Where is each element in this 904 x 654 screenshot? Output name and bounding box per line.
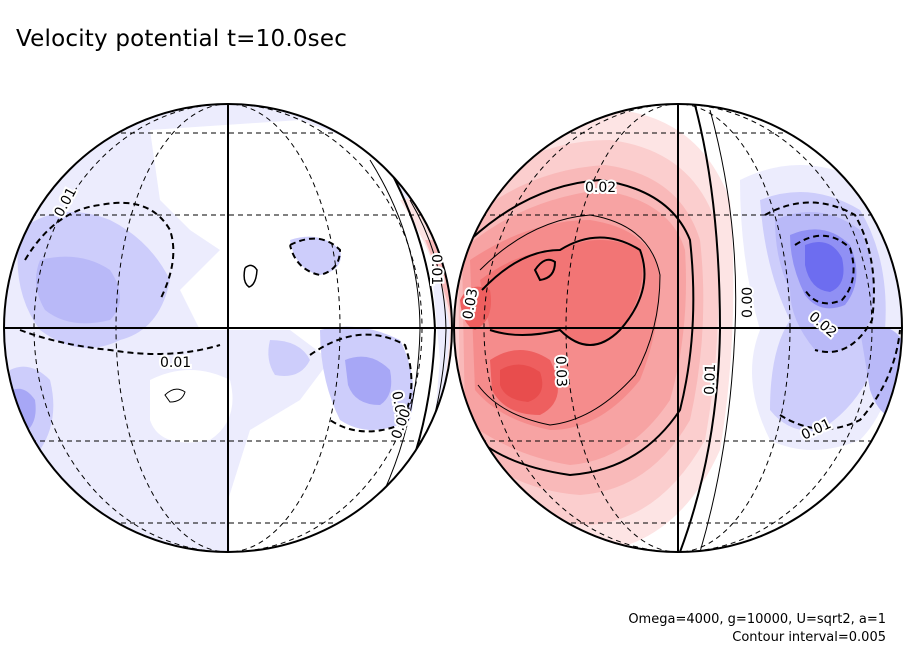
contour-interval-text: Contour interval=0.005: [732, 630, 886, 645]
contour-label: 0.01: [428, 254, 444, 285]
contour-label: 0.03: [552, 356, 569, 388]
left-limb: [3, 103, 453, 553]
contour-label: 0.01: [160, 355, 191, 371]
right-limb: [453, 103, 903, 553]
chart-title: Velocity potential t=10.0sec: [16, 26, 348, 52]
contour-label: 0.01: [702, 363, 719, 395]
parameters-text: Omega=4000, g=10000, U=sqrt2, a=1: [628, 612, 886, 627]
contour-label: 0.00: [740, 287, 756, 318]
contour-label: 0.02: [585, 180, 616, 196]
left-hemisphere: [4, 104, 452, 552]
right-hemisphere: [454, 104, 902, 552]
